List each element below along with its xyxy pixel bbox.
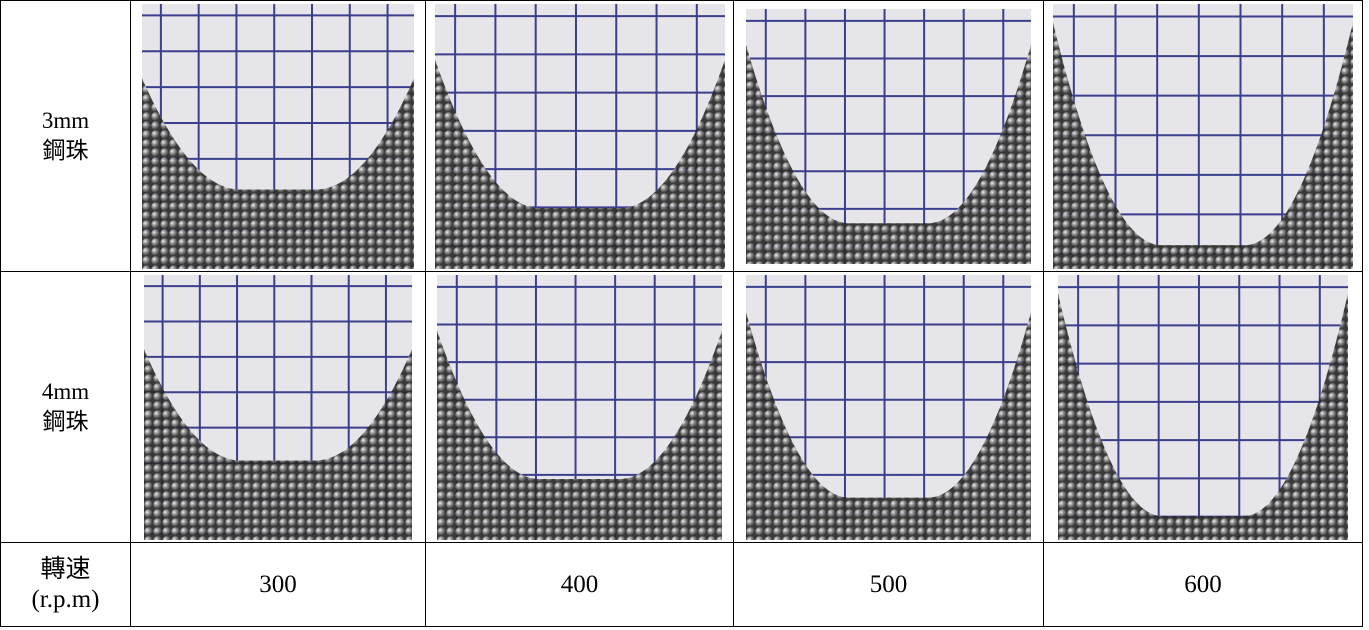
photo xyxy=(437,274,722,540)
photo xyxy=(142,3,414,269)
row: 4mm 鋼珠 xyxy=(0,271,1363,543)
header-line: 鋼珠 xyxy=(42,409,89,434)
steel-balls xyxy=(144,348,412,540)
photo-cell xyxy=(1043,0,1363,272)
steel-balls xyxy=(437,330,722,540)
row-header: 轉速 (r.p.m) xyxy=(0,542,131,627)
photo xyxy=(746,8,1031,264)
photo xyxy=(1058,274,1348,540)
speed-cell: 400 xyxy=(425,542,734,627)
row-header: 3mm 鋼珠 xyxy=(0,0,131,272)
speed-cell: 500 xyxy=(733,542,1044,627)
row: 轉速 (r.p.m) 300 400 500 600 xyxy=(0,542,1363,627)
steel-balls xyxy=(746,311,1031,540)
photo-cell xyxy=(130,0,426,272)
header-line: 鋼珠 xyxy=(42,138,89,163)
header-line: 轉速 xyxy=(40,555,91,583)
header-line: 3mm xyxy=(41,108,90,133)
photo-cell xyxy=(425,0,734,272)
speed-cell: 300 xyxy=(130,542,426,627)
photo xyxy=(434,3,725,269)
steel-balls xyxy=(142,77,414,269)
row: 3mm 鋼珠 xyxy=(0,0,1363,272)
photo-cell xyxy=(425,271,734,543)
row-header: 4mm 鋼珠 xyxy=(0,271,131,543)
photo-cell xyxy=(733,271,1044,543)
photo-cell xyxy=(733,0,1044,272)
header-line: (r.p.m) xyxy=(31,585,100,613)
steel-balls xyxy=(746,44,1031,264)
photo xyxy=(1053,3,1353,269)
steel-balls xyxy=(1053,22,1353,269)
photo xyxy=(144,274,412,540)
photo-cell xyxy=(1043,271,1363,543)
header-line: 4mm xyxy=(41,379,90,404)
steel-balls xyxy=(434,59,725,269)
speed-cell: 600 xyxy=(1043,542,1363,627)
steel-balls xyxy=(1058,293,1348,540)
photo-cell xyxy=(130,271,426,543)
photo xyxy=(746,274,1031,540)
